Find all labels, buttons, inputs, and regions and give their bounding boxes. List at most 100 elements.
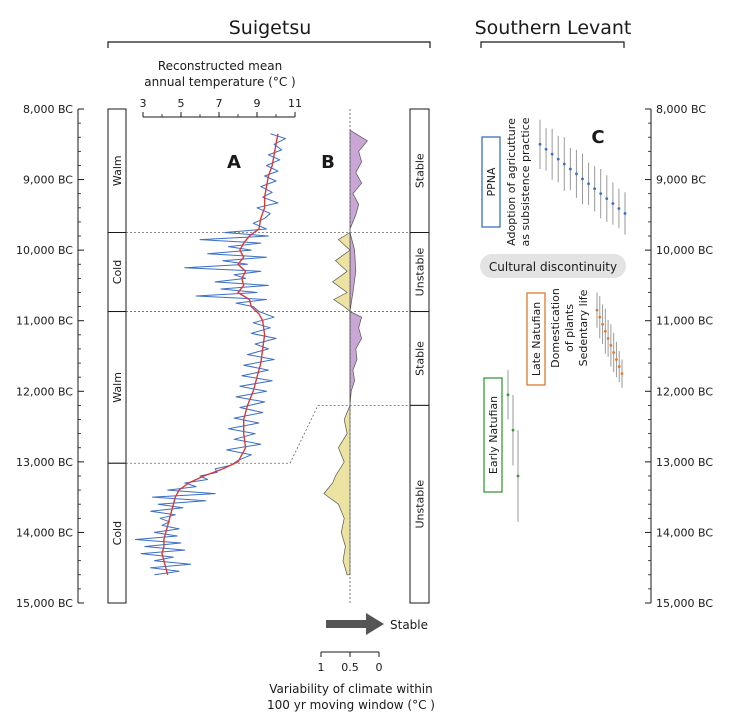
ppna-note-line-2: as subsistence practice (519, 117, 532, 246)
left-time-axis: 8,000 BC 9,000 BC 10,000 BC 11,000 BC 12,000… (16, 103, 84, 610)
climate-phase-column: Walm Cold Walm Cold (107, 108, 127, 604)
date-point (506, 393, 510, 397)
left-time-tick-label: 12,000 BC (16, 385, 73, 398)
date-point (599, 192, 603, 196)
levant-panel (506, 119, 627, 522)
stable-arrow-head (366, 613, 384, 635)
date-point (575, 172, 578, 176)
variability-axis: 1 0.5 0 (318, 651, 383, 674)
variability-axis-tick-label: 0.5 (341, 661, 359, 674)
date-point (581, 177, 584, 181)
date-point (587, 182, 590, 186)
temp-axis-tick-label: 9 (254, 97, 261, 110)
late-natufian-label: Late Natufian (530, 302, 543, 376)
stable-arrow-label: Stable (390, 618, 428, 632)
date-point (612, 351, 616, 354)
title-southern-levant: Southern Levant (475, 17, 632, 39)
left-time-tick-label: 10,000 BC (16, 244, 73, 257)
right-time-axis: 8,000 BC 9,000 BC 10,000 BC 11,000 BC 12,000… (645, 103, 713, 610)
date-point (556, 157, 560, 161)
cultural-discontinuity-label: Cultural discontinuity (489, 260, 617, 274)
variability-axis-label-line-2: 100 yr moving window (°C ) (267, 698, 435, 712)
date-point (615, 358, 618, 361)
late-natufian-note-line-3: Sedentary life (577, 289, 590, 366)
date-point (603, 329, 607, 333)
ppna-annotation: PPNA Adoption of agricutture as subsiste… (481, 117, 532, 247)
date-point (623, 212, 627, 215)
right-time-tick-label: 15,000 BC (656, 597, 713, 610)
left-time-tick-label: 13,000 BC (16, 456, 73, 469)
title-group-suigetsu: Suigetsu (107, 17, 431, 48)
right-time-tick-label: 11,000 BC (656, 315, 713, 328)
variability-axis-tick-label: 1 (318, 661, 325, 674)
left-time-tick-label: 9,000 BC (23, 174, 73, 187)
title-group-levant: Southern Levant (475, 17, 632, 48)
date-point (609, 344, 613, 347)
ppna-note-line-1: Adoption of agricutture (505, 118, 518, 246)
climate-phase-label: Cold (111, 260, 124, 284)
stability-phase-box (409, 404, 430, 604)
early-natufian-box (483, 377, 503, 493)
stability-phase-label: Unstable (414, 247, 427, 296)
late-natufian-box (526, 292, 546, 386)
panel-letter-a: A (227, 152, 241, 173)
variability-panel (323, 109, 368, 603)
late-natufian-note-line-2: of plants (563, 304, 576, 352)
date-point (620, 372, 624, 376)
temperature-raw-path (134, 133, 286, 576)
temperature-raw-line (134, 133, 286, 576)
left-time-tick-label: 11,000 BC (16, 315, 73, 328)
date-point (562, 162, 566, 166)
temperature-axis: 3 5 7 9 11 (140, 97, 302, 118)
early-natufian-label: Early Natufian (487, 396, 500, 474)
left-time-tick-label: 14,000 BC (16, 526, 73, 539)
ppna-box (481, 136, 501, 228)
suigetsu-bracket (107, 41, 431, 48)
cultural-discontinuity-badge: Cultural discontinuity (480, 254, 626, 278)
date-point (605, 197, 609, 201)
temp-axis-tick-label: 7 (216, 97, 223, 110)
early-natufian-annotation: Early Natufian (483, 377, 503, 493)
variability-axis-label-line-1: Variability of climate within (269, 682, 432, 696)
variability-axis-tick-label: 0 (376, 661, 383, 674)
right-time-tick-label: 14,000 BC (656, 526, 713, 539)
stability-phase-label: Unstable (414, 480, 427, 529)
stability-phase-label: Stable (414, 153, 427, 188)
date-point (538, 142, 542, 146)
climate-phase-label: Walm (111, 155, 124, 186)
temp-axis-label-line-1: Reconstructed mean (158, 59, 282, 73)
date-point (593, 187, 597, 191)
stability-phase-column: Stable Unstable Stable Unstable (409, 108, 430, 604)
date-point (617, 365, 621, 368)
late-natufian-note-line-1: Domestication (549, 288, 562, 368)
right-time-tick-label: 13,000 BC (656, 456, 713, 469)
stable-arrow-shaft (326, 620, 370, 628)
temp-axis-tick-label: 11 (288, 97, 302, 110)
left-time-tick-label: 8,000 BC (23, 103, 73, 116)
date-point (516, 474, 520, 478)
date-point (598, 315, 602, 319)
ppna-label: PPNA (485, 167, 498, 196)
climate-phase-box (107, 462, 127, 604)
climate-phase-label: Walm (111, 372, 124, 403)
date-point (595, 308, 599, 312)
date-point (511, 428, 515, 432)
title-suigetsu: Suigetsu (229, 17, 312, 39)
phase-boundary-line (126, 404, 410, 464)
right-time-tick-label: 8,000 BC (656, 103, 706, 116)
stable-arrow: Stable (326, 613, 428, 635)
variability-area-unstable (323, 231, 351, 576)
levant-bracket (480, 41, 625, 48)
stability-phase-label: Stable (414, 341, 427, 376)
variability-area-stable (349, 129, 368, 406)
date-point (611, 202, 615, 205)
date-point (550, 152, 554, 156)
late-natufian-annotation: Late Natufian Domestication of plants Se… (526, 288, 590, 386)
date-point (544, 147, 548, 151)
right-time-tick-label: 9,000 BC (656, 174, 706, 187)
date-point (606, 336, 610, 340)
climate-phase-label: Cold (111, 521, 124, 545)
right-time-tick-label: 10,000 BC (656, 244, 713, 257)
panel-letter-c: C (591, 127, 604, 148)
